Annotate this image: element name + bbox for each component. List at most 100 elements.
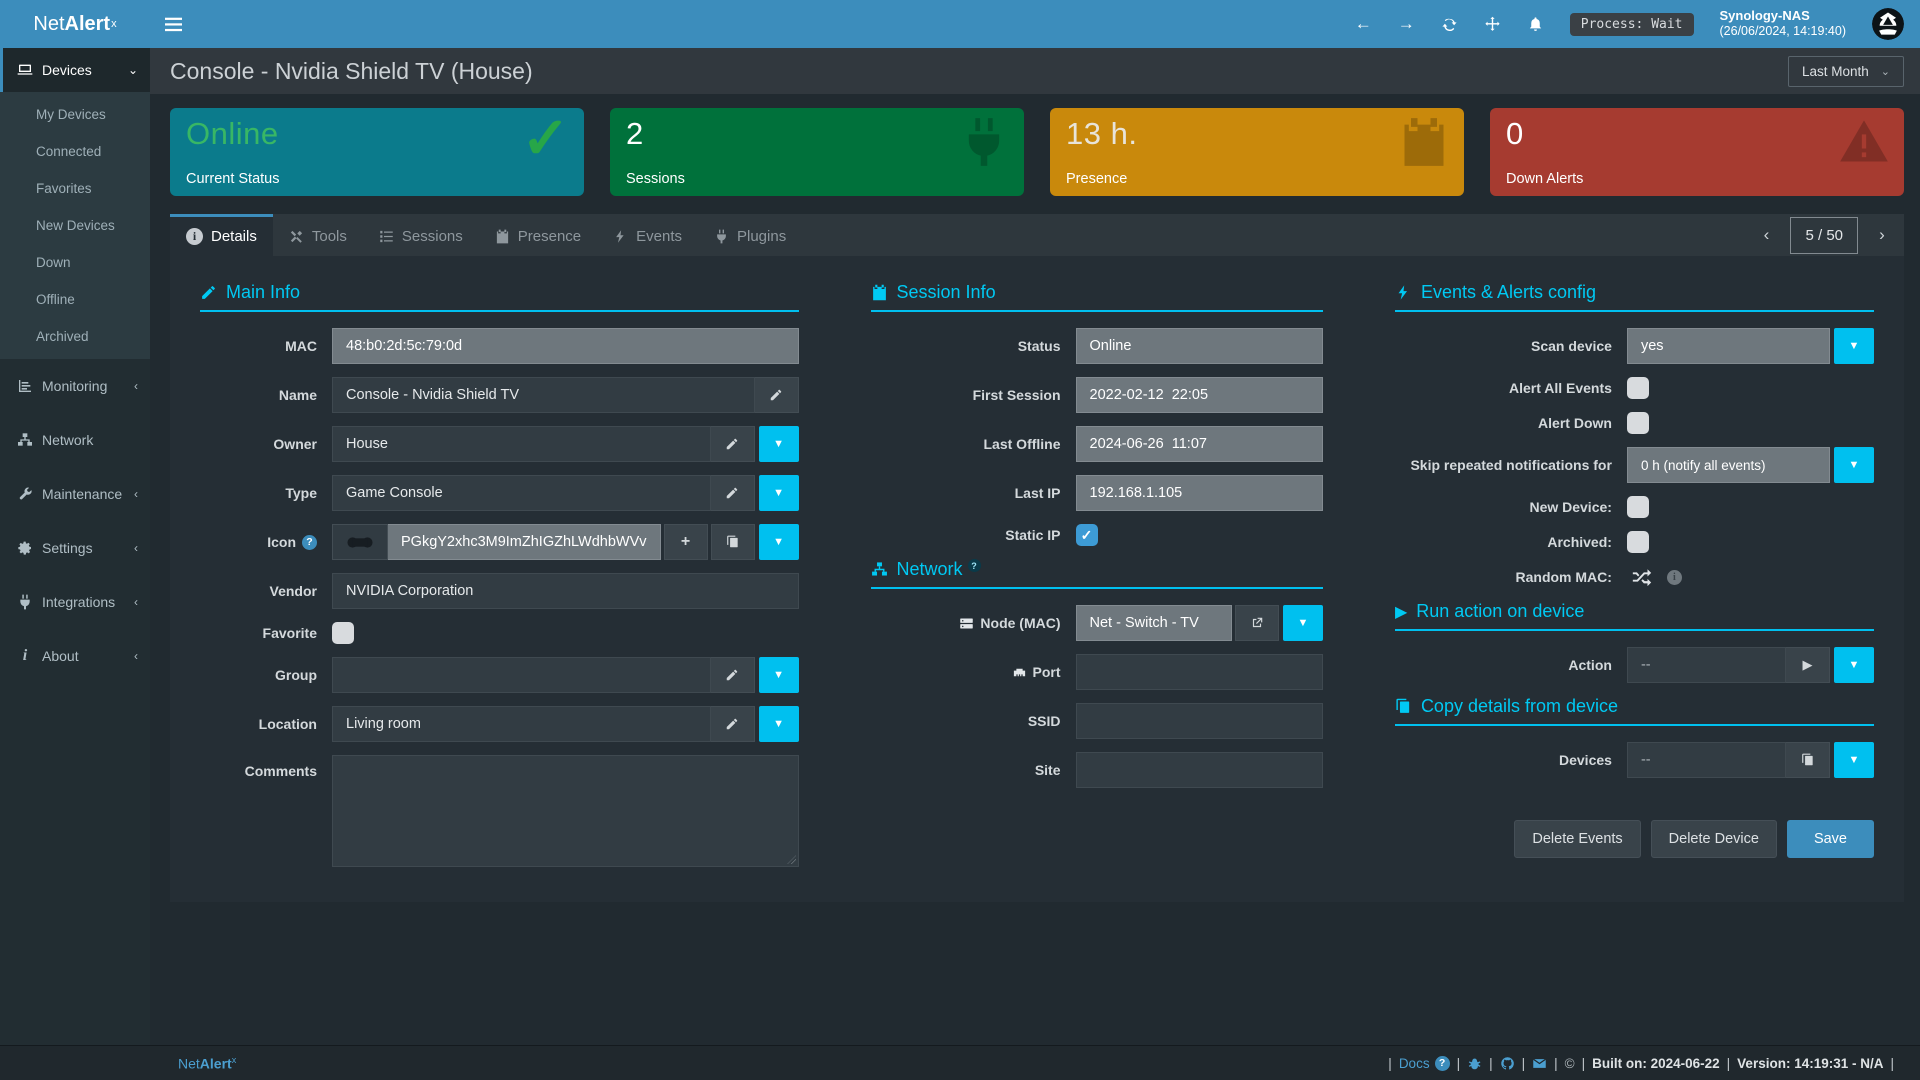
period-dropdown[interactable]: Last Month ⌄ xyxy=(1787,55,1904,87)
sidebar-item-monitoring[interactable]: Monitoring ‹ xyxy=(0,359,150,413)
mac-input[interactable]: 48:b0:2d:5c:79:0d xyxy=(332,328,799,364)
help-question-icon[interactable]: ? xyxy=(302,534,317,550)
archived-checkbox[interactable] xyxy=(1626,531,1649,553)
vendor-input[interactable]: NVIDIA Corporation xyxy=(332,573,799,609)
save-button[interactable]: Save xyxy=(1786,820,1874,858)
copy-icon-button[interactable] xyxy=(710,524,755,560)
sidebar-item-label: Devices xyxy=(42,62,92,78)
group-dropdown-button[interactable]: ▼ xyxy=(758,657,799,693)
nav-forward-button[interactable]: → xyxy=(1398,14,1415,34)
copy-devices-input[interactable]: -- xyxy=(1626,742,1786,778)
events-alerts-section-header: Events & Alerts config xyxy=(1394,282,1874,312)
user-avatar[interactable] xyxy=(1872,8,1904,40)
sidebar-item-connected[interactable]: Connected xyxy=(36,144,102,159)
sidebar-item-devices[interactable]: Devices ⌄ xyxy=(0,48,150,92)
copyright-icon: © xyxy=(1564,1055,1575,1071)
edit-type-button[interactable] xyxy=(710,475,755,511)
sidebar-item-maintenance[interactable]: Maintenance ‹ xyxy=(0,467,150,521)
skip-notifications-dropdown-button[interactable]: ▼ xyxy=(1834,447,1874,483)
sidebar-toggle-button[interactable] xyxy=(150,0,196,48)
tab-plugins[interactable]: Plugins xyxy=(698,214,802,256)
action-input[interactable]: -- xyxy=(1626,647,1786,683)
notifications-button[interactable] xyxy=(1527,16,1544,33)
docs-link[interactable]: Docs ? xyxy=(1399,1055,1450,1071)
favorite-checkbox[interactable] xyxy=(332,622,354,644)
group-input[interactable] xyxy=(332,657,711,693)
sidebar-item-favorites[interactable]: Favorites xyxy=(36,181,92,196)
refresh-button[interactable] xyxy=(1441,16,1458,33)
tab-sessions[interactable]: Sessions xyxy=(363,214,479,256)
name-input[interactable]: Console - Nvidia Shield TV xyxy=(332,377,755,413)
ssid-input[interactable] xyxy=(1075,703,1323,739)
help-question-icon[interactable]: ? xyxy=(967,559,981,572)
brand-logo[interactable]: Net Alert x xyxy=(0,0,150,48)
fullscreen-move-button[interactable] xyxy=(1484,16,1501,33)
edit-location-button[interactable] xyxy=(710,706,755,742)
static-ip-checkbox[interactable]: ✓ xyxy=(1075,524,1098,546)
sidebar-item-new-devices[interactable]: New Devices xyxy=(36,218,115,233)
sidebar-item-about[interactable]: i About ‹ xyxy=(0,629,150,683)
sidebar-item-archived[interactable]: Archived xyxy=(36,329,89,344)
scan-device-dropdown-button[interactable]: ▼ xyxy=(1834,328,1874,364)
edit-group-button[interactable] xyxy=(710,657,755,693)
alert-down-checkbox[interactable] xyxy=(1626,412,1649,434)
comments-textarea[interactable] xyxy=(332,755,799,867)
node-mac-input[interactable]: Net - Switch - TV xyxy=(1075,605,1232,641)
sidebar-item-network[interactable]: Network xyxy=(0,413,150,467)
chevron-down-icon: ⌄ xyxy=(127,63,138,77)
nav-back-button[interactable]: ← xyxy=(1355,14,1372,34)
run-action-button[interactable]: ▶ xyxy=(1786,647,1830,683)
info-circle-icon[interactable]: i xyxy=(1666,569,1682,585)
skip-notifications-input[interactable]: 0 h (notify all events) xyxy=(1626,447,1830,483)
action-label: Action xyxy=(1568,657,1612,673)
icon-base64-input[interactable]: PGkgY2xhc3M9ImZhIGZhLWdhbWVv xyxy=(388,524,661,560)
tab-details[interactable]: i Details xyxy=(170,214,273,256)
edit-name-button[interactable] xyxy=(754,377,799,413)
first-session-input[interactable]: 2022-02-12 22:05 xyxy=(1075,377,1323,413)
edit-owner-button[interactable] xyxy=(710,426,755,462)
ssid-field-row: SSID xyxy=(871,703,1323,739)
add-icon-button[interactable]: + xyxy=(663,524,708,560)
sidebar-item-offline[interactable]: Offline xyxy=(36,292,75,307)
open-node-button[interactable] xyxy=(1234,605,1279,641)
tab-presence[interactable]: Presence xyxy=(479,214,597,256)
sidebar-item-my-devices[interactable]: My Devices xyxy=(36,107,106,122)
new-device-checkbox[interactable] xyxy=(1626,496,1649,518)
type-dropdown-button[interactable]: ▼ xyxy=(758,475,799,511)
github-link[interactable] xyxy=(1500,1056,1515,1071)
skip-notifications-label: Skip repeated notifications for xyxy=(1410,456,1612,473)
sidebar-item-down[interactable]: Down xyxy=(36,255,71,270)
delete-device-button[interactable]: Delete Device xyxy=(1650,820,1777,858)
last-offline-input[interactable]: 2024-06-26 11:07 xyxy=(1075,426,1323,462)
chevron-left-icon: ‹ xyxy=(134,649,138,663)
status-input[interactable]: Online xyxy=(1075,328,1323,364)
owner-input[interactable]: House xyxy=(332,426,711,462)
copy-from-device-button[interactable] xyxy=(1786,742,1830,778)
prev-device-button[interactable]: ‹ xyxy=(1763,225,1770,244)
tab-tools[interactable]: Tools xyxy=(273,214,363,256)
alert-all-events-checkbox[interactable] xyxy=(1626,377,1649,399)
location-input[interactable]: Living room xyxy=(332,706,711,742)
scan-device-input[interactable]: yes xyxy=(1626,328,1830,364)
copy-devices-dropdown-button[interactable]: ▼ xyxy=(1834,742,1874,778)
next-device-button[interactable]: › xyxy=(1879,225,1885,244)
tab-events[interactable]: Events xyxy=(597,214,698,256)
sidebar-item-settings[interactable]: Settings ‹ xyxy=(0,521,150,575)
email-link[interactable] xyxy=(1532,1056,1547,1071)
site-input[interactable] xyxy=(1075,752,1323,788)
type-input[interactable]: Game Console xyxy=(332,475,711,511)
run-action-section-header: ▶ Run action on device xyxy=(1394,601,1874,631)
owner-dropdown-button[interactable]: ▼ xyxy=(758,426,799,462)
port-input[interactable] xyxy=(1075,654,1323,690)
process-status-badge[interactable]: Process: Wait xyxy=(1569,12,1694,36)
footer-brand-link[interactable]: NetAlertx xyxy=(178,1055,236,1072)
envelope-icon xyxy=(1533,1058,1547,1068)
node-dropdown-button[interactable]: ▼ xyxy=(1282,605,1323,641)
location-dropdown-button[interactable]: ▼ xyxy=(758,706,799,742)
report-bug-link[interactable] xyxy=(1467,1056,1482,1071)
icon-dropdown-button[interactable]: ▼ xyxy=(758,524,799,560)
sidebar-item-integrations[interactable]: Integrations ‹ xyxy=(0,575,150,629)
delete-events-button[interactable]: Delete Events xyxy=(1514,820,1641,858)
action-dropdown-button[interactable]: ▼ xyxy=(1834,647,1874,683)
last-ip-input[interactable]: 192.168.1.105 xyxy=(1075,475,1323,511)
